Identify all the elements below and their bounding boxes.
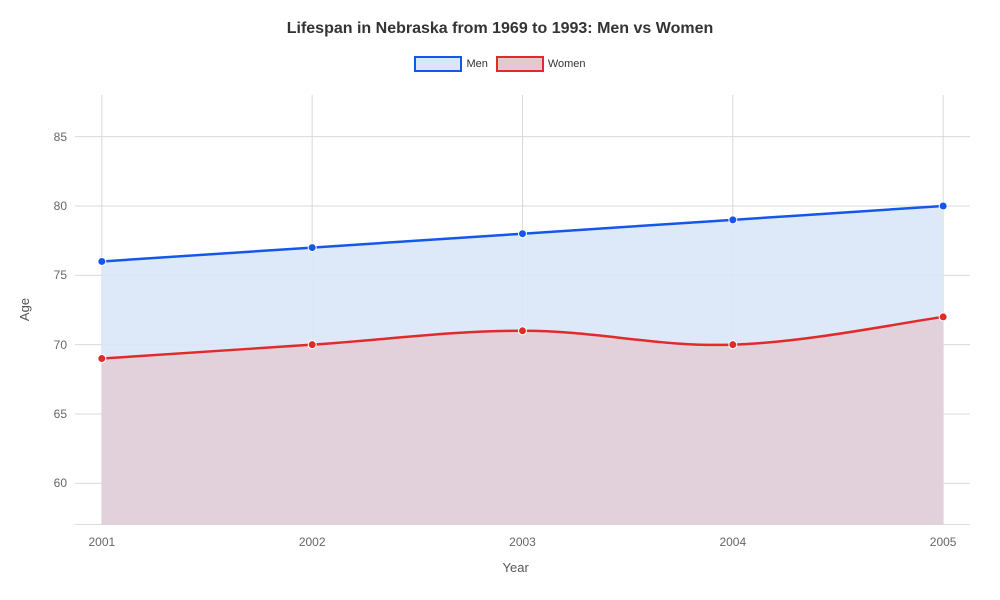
legend-swatch-women xyxy=(496,56,544,72)
x-tick-label: 2003 xyxy=(509,535,536,549)
legend-swatch-men xyxy=(414,56,462,72)
y-axis-label: Age xyxy=(17,298,32,321)
y-tick-label: 65 xyxy=(37,407,67,421)
x-axis-label: Year xyxy=(503,560,529,575)
x-tick-label: 2004 xyxy=(719,535,746,549)
legend-item-women[interactable]: Women xyxy=(496,56,586,72)
chart-container: Lifespan in Nebraska from 1969 to 1993: … xyxy=(0,0,1000,600)
y-tick-label: 80 xyxy=(37,199,67,213)
y-tick-label: 75 xyxy=(37,268,67,282)
x-tick-label: 2002 xyxy=(299,535,326,549)
legend: Men Women xyxy=(0,56,1000,72)
legend-item-men[interactable]: Men xyxy=(414,56,487,72)
x-tick-label: 2005 xyxy=(930,535,957,549)
plot-svg xyxy=(75,95,970,525)
y-tick-label: 85 xyxy=(37,130,67,144)
y-tick-label: 60 xyxy=(37,476,67,490)
plot-area xyxy=(75,95,970,525)
legend-label-women: Women xyxy=(548,58,586,70)
legend-label-men: Men xyxy=(466,58,487,70)
y-tick-label: 70 xyxy=(37,338,67,352)
x-tick-label: 2001 xyxy=(88,535,115,549)
chart-title: Lifespan in Nebraska from 1969 to 1993: … xyxy=(0,0,1000,38)
